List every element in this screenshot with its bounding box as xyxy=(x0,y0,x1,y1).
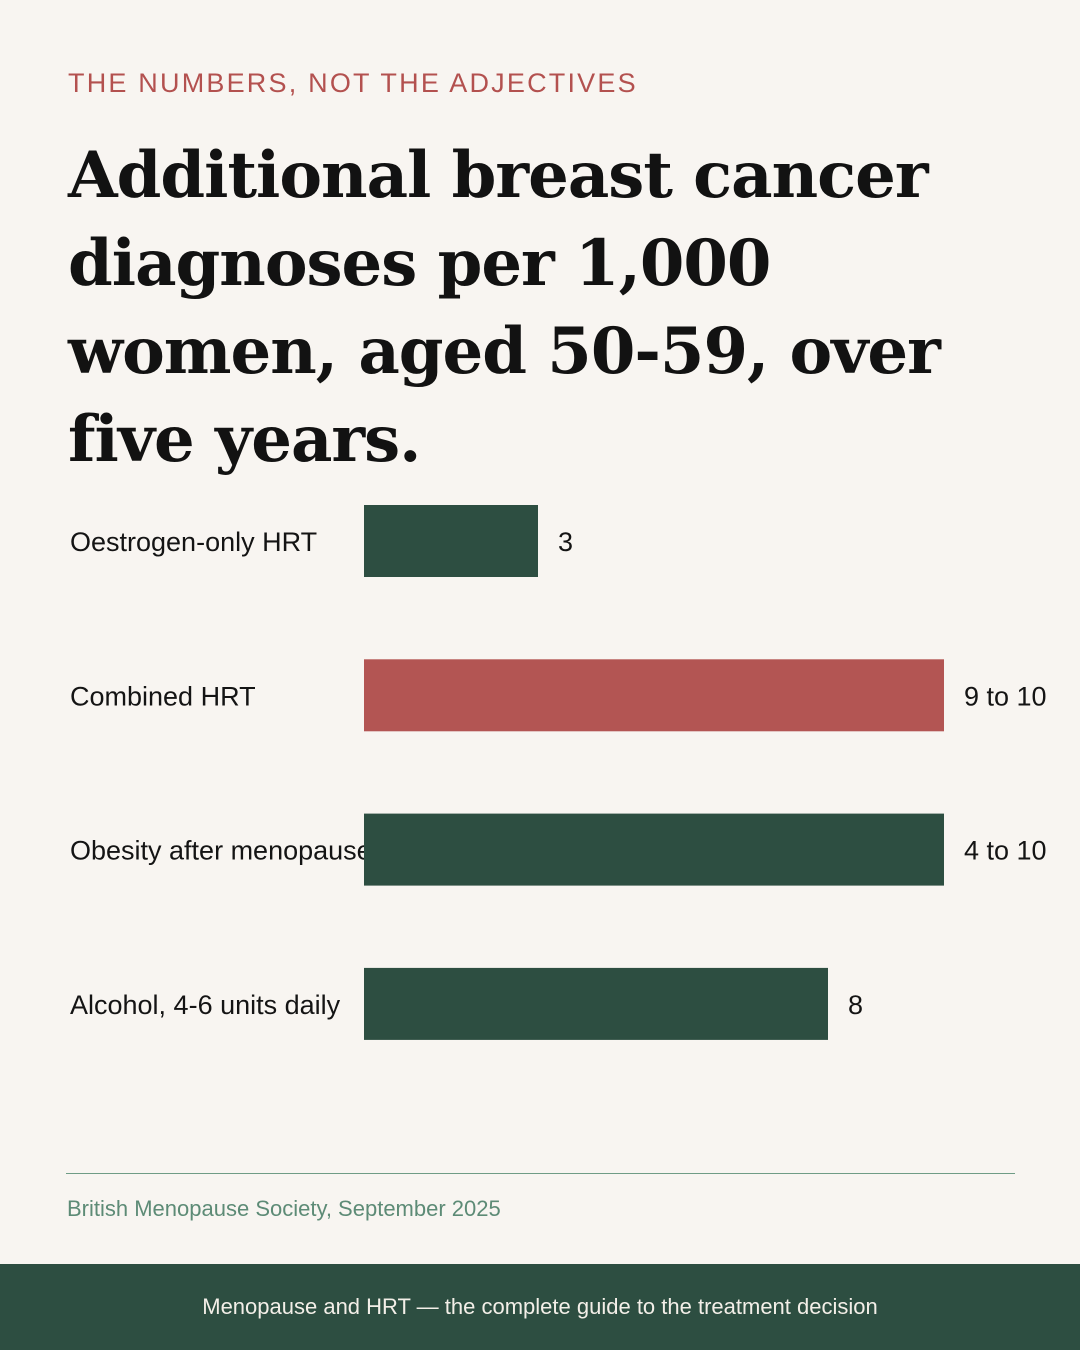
bar xyxy=(364,813,944,886)
chart-title: Additional breast cancer diagnoses per 1… xyxy=(68,138,941,477)
bar-value-label: 9 to 10 xyxy=(964,681,1047,711)
bar-value-label: 3 xyxy=(558,527,573,557)
bar-category-label: Alcohol, 4-6 units daily xyxy=(70,990,341,1020)
bar-value-label: 8 xyxy=(848,990,863,1020)
bar-category-label: Oestrogen-only HRT xyxy=(70,527,317,557)
source-credit: British Menopause Society, September 202… xyxy=(67,1196,501,1221)
eyebrow-label: THE NUMBERS, NOT THE ADJECTIVES xyxy=(68,68,638,98)
bar xyxy=(364,505,538,577)
bar xyxy=(364,967,828,1040)
footer-text: Menopause and HRT — the complete guide t… xyxy=(202,1294,878,1319)
divider xyxy=(66,1173,1015,1174)
footer-banner: Menopause and HRT — the complete guide t… xyxy=(0,1264,1080,1350)
bar-category-label: Obesity after menopause xyxy=(70,836,372,866)
bar xyxy=(364,659,944,732)
bar-category-label: Combined HRT xyxy=(70,681,256,711)
bar-value-label: 4 to 10 xyxy=(964,836,1047,866)
